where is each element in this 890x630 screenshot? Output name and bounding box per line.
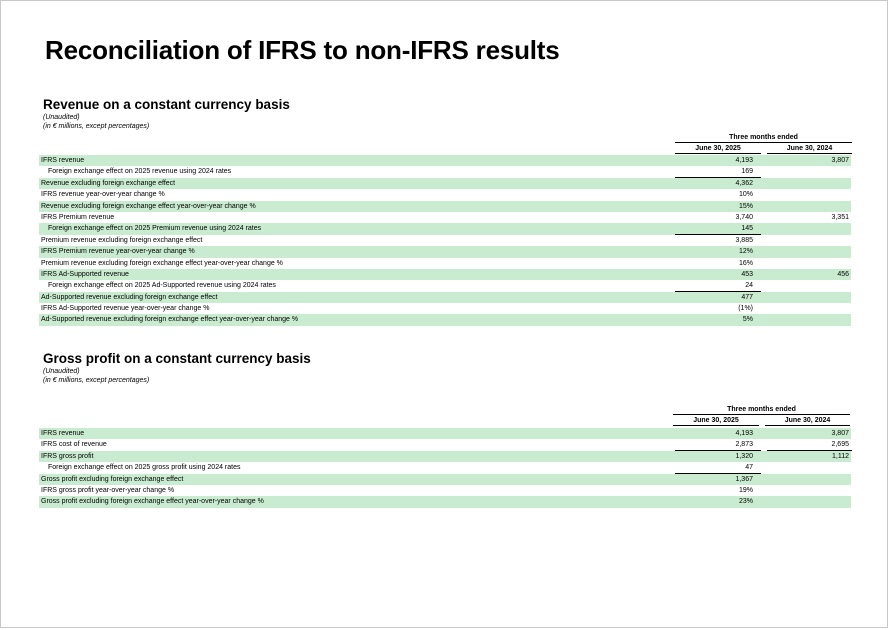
table-row: IFRS gross profit year-over-year change … [39, 485, 851, 496]
table-row: IFRS Ad-Supported revenue year-over-year… [39, 303, 851, 314]
row-label: Foreign exchange effect on 2025 Premium … [48, 225, 262, 233]
gross-profit-period-header: Three months ended [673, 406, 850, 415]
row-label: IFRS Premium revenue [41, 213, 115, 221]
row-value-current: 3,885 [735, 236, 753, 244]
row-value-current: 12% [738, 248, 753, 256]
revenue-col1-header: June 30, 2025 [675, 145, 761, 154]
row-label: IFRS cost of revenue [41, 441, 107, 449]
revenue-period-header: Three months ended [675, 134, 852, 143]
row-label: IFRS gross profit [41, 452, 94, 460]
row-value-current: 3,740 [735, 213, 753, 221]
row-value-current: 47 [745, 464, 753, 472]
row-label: Ad-Supported revenue excluding foreign e… [41, 293, 218, 301]
table-row: Foreign exchange effect on 2025 Ad-Suppo… [39, 280, 851, 292]
revenue-unaudited-note: (Unaudited) [43, 114, 80, 121]
gross-profit-units-note: (in € millions, except percentages) [43, 377, 150, 384]
row-value-prior: 3,807 [831, 430, 849, 437]
subtotal-rule [675, 176, 761, 178]
row-value-current: 145 [741, 225, 753, 233]
table-row: Ad-Supported revenue excluding foreign e… [39, 314, 851, 326]
row-label: Foreign exchange effect on 2025 gross pr… [48, 464, 241, 472]
table-row: IFRS Premium revenue year-over-year chan… [39, 246, 851, 258]
revenue-col2-header: June 30, 2024 [767, 145, 852, 154]
table-row: IFRS Ad-Supported revenue 453 456 [39, 268, 851, 281]
row-value-current: 10% [738, 191, 753, 199]
subtotal-rule [675, 449, 761, 451]
row-value-prior: 2,695 [831, 441, 849, 449]
page-title: Reconciliation of IFRS to non-IFRS resul… [45, 35, 560, 65]
row-value-current: 19% [738, 486, 753, 494]
table-row: IFRS cost of revenue 2,873 2,695 [39, 439, 852, 451]
subtotal-rule [675, 472, 761, 474]
row-label: Premium revenue excluding foreign exchan… [41, 236, 203, 244]
row-value-current: 169 [741, 168, 753, 176]
row-value-current: 4,193 [735, 157, 753, 164]
revenue-section-title: Revenue on a constant currency basis [43, 97, 290, 112]
row-value-current: 1,320 [735, 452, 753, 460]
table-row: Premium revenue excluding foreign exchan… [39, 258, 851, 269]
row-label: Ad-Supported revenue excluding foreign e… [41, 316, 299, 324]
row-value-current: 24 [745, 282, 753, 290]
table-row: Foreign exchange effect on 2025 Premium … [39, 223, 851, 235]
row-label: Revenue excluding foreign exchange effec… [41, 202, 256, 210]
table-row: IFRS gross profit 1,320 1,112 [39, 450, 851, 463]
gross-profit-col1-header: June 30, 2025 [673, 417, 759, 426]
row-label: IFRS revenue [41, 430, 85, 437]
gross-profit-unaudited-note: (Unaudited) [43, 368, 80, 375]
row-value-prior: 3,807 [831, 157, 849, 164]
table-row: IFRS revenue year-over-year change % 10% [39, 189, 851, 200]
table-row: Gross profit excluding foreign exchange … [39, 473, 851, 485]
row-value-current: 453 [741, 270, 753, 278]
row-value-current: 4,362 [735, 179, 753, 187]
table-row: IFRS revenue 4,193 3,807 [39, 428, 851, 440]
row-label: IFRS gross profit year-over-year change … [41, 486, 175, 494]
row-value-current: 477 [741, 293, 753, 301]
table-row: Foreign exchange effect on 2025 revenue … [39, 166, 851, 178]
table-row: Revenue excluding foreign exchange effec… [39, 177, 851, 190]
subtotal-rule [767, 449, 852, 451]
row-label: Foreign exchange effect on 2025 Ad-Suppo… [48, 282, 276, 290]
gross-profit-table: IFRS revenue 4,193 3,807 IFRS cost of reven… [39, 428, 852, 508]
revenue-units-note: (in € millions, except percentages) [43, 123, 150, 130]
table-row: Ad-Supported revenue excluding foreign e… [39, 291, 851, 304]
row-label: Gross profit excluding foreign exchange … [41, 498, 264, 506]
row-label: IFRS Ad-Supported revenue [41, 270, 129, 278]
row-label: Gross profit excluding foreign exchange … [41, 475, 184, 483]
row-label: Revenue excluding foreign exchange effec… [41, 179, 176, 187]
row-value-current: 1,367 [735, 475, 753, 483]
subtotal-rule [675, 233, 761, 235]
row-label: Premium revenue excluding foreign exchan… [41, 259, 283, 267]
row-label: Foreign exchange effect on 2025 revenue … [48, 168, 232, 176]
row-value-prior: 3,351 [831, 213, 849, 221]
row-label: IFRS revenue year-over-year change % [41, 191, 165, 199]
row-value-current: 16% [738, 259, 753, 267]
table-row: IFRS Premium revenue 3,740 3,351 [39, 212, 851, 223]
row-value-current: 5% [742, 316, 753, 324]
table-row: Premium revenue excluding foreign exchan… [39, 235, 851, 246]
row-label: IFRS Premium revenue year-over-year chan… [41, 248, 195, 256]
row-value-current: 4,193 [735, 430, 753, 437]
table-row: Foreign exchange effect on 2025 gross pr… [39, 462, 851, 474]
row-value-current: 15% [738, 202, 753, 210]
row-value-current: 23% [738, 498, 753, 506]
table-row: Gross profit excluding foreign exchange … [39, 496, 851, 508]
table-row: IFRS revenue 4,193 3,807 [39, 155, 851, 167]
row-label: IFRS revenue [41, 157, 85, 164]
row-value-prior: 456 [837, 270, 849, 278]
revenue-table: IFRS revenue 4,193 3,807 Foreign exchange e… [39, 155, 851, 326]
row-label: IFRS Ad-Supported revenue year-over-year… [41, 305, 210, 313]
table-row: Revenue excluding foreign exchange effec… [39, 200, 851, 212]
gross-profit-section-title: Gross profit on a constant currency basi… [43, 351, 311, 366]
row-value-current: (1%) [738, 305, 753, 313]
subtotal-rule [675, 290, 761, 292]
row-value-prior: 1,112 [832, 452, 849, 460]
row-value-current: 2,873 [735, 441, 753, 449]
gross-profit-col2-header: June 30, 2024 [765, 417, 850, 426]
